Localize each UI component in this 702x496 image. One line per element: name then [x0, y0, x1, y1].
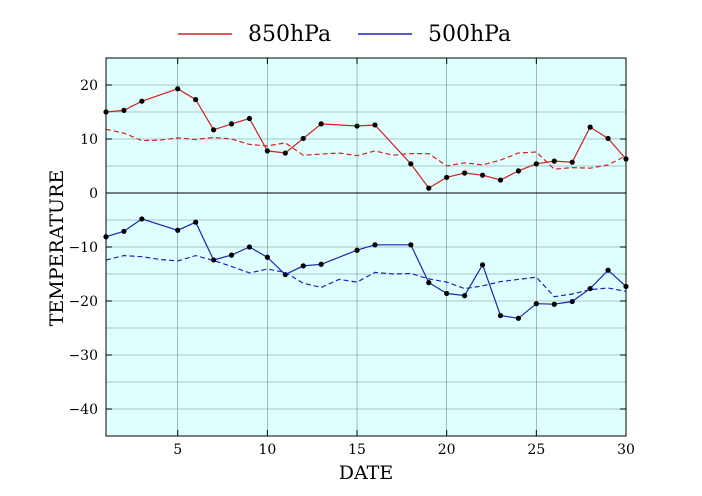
- data-point-850hpa: [444, 174, 450, 180]
- data-point-850hpa: [605, 135, 611, 142]
- data-point-850hpa: [497, 177, 504, 183]
- data-point-850hpa: [282, 150, 288, 156]
- data-point-850hpa: [300, 135, 306, 142]
- data-point-500hpa: [228, 252, 235, 258]
- data-point-850hpa: [264, 148, 270, 154]
- data-point-850hpa: [139, 98, 145, 104]
- legend-label-850hpa: 850hPa: [248, 22, 331, 47]
- data-point-850hpa: [569, 159, 575, 165]
- data-point-850hpa: [318, 121, 324, 127]
- data-point-500hpa: [121, 228, 127, 234]
- data-point-500hpa: [462, 293, 468, 299]
- x-tick-label: 25: [527, 442, 545, 458]
- x-tick-label: 20: [438, 442, 456, 458]
- grid-lines: [106, 58, 626, 436]
- y-tick-label: −20: [68, 294, 98, 310]
- data-point-500hpa: [569, 298, 575, 305]
- x-tick-label: 30: [617, 442, 635, 458]
- data-point-500hpa: [497, 312, 504, 319]
- data-point-500hpa: [479, 262, 486, 268]
- x-tick-label: 10: [258, 442, 276, 458]
- y-tick-label: 20: [80, 78, 98, 94]
- data-point-500hpa: [210, 257, 217, 263]
- data-point-500hpa: [175, 227, 181, 233]
- y-tick-label: −40: [68, 402, 98, 418]
- axis-ticks: [106, 58, 627, 436]
- data-point-850hpa: [121, 107, 127, 113]
- data-point-850hpa: [246, 115, 253, 122]
- data-point-500hpa: [318, 261, 324, 267]
- tick-labels: 5 10 15 20 25 30 20 10 0 −10 −20 −30 −40: [68, 78, 634, 458]
- data-point-500hpa: [139, 216, 145, 222]
- y-tick-label: −10: [68, 240, 98, 256]
- series-group: [103, 86, 629, 321]
- x-tick-label: 5: [173, 442, 182, 458]
- series-line-850hpa-normal: [105, 128, 627, 170]
- data-point-500hpa: [426, 280, 432, 286]
- data-point-850hpa: [228, 121, 235, 127]
- data-point-500hpa: [372, 242, 378, 248]
- data-point-500hpa: [300, 263, 306, 269]
- data-point-850hpa: [408, 161, 414, 167]
- data-point-500hpa: [533, 301, 539, 307]
- data-point-850hpa: [515, 168, 522, 174]
- data-point-850hpa: [193, 96, 199, 103]
- data-point-500hpa: [515, 315, 522, 321]
- data-point-500hpa: [444, 290, 450, 297]
- data-point-850hpa: [551, 158, 557, 164]
- series-line-500hpa-normal: [105, 254, 627, 298]
- data-point-500hpa: [605, 267, 611, 273]
- data-point-850hpa: [210, 127, 217, 133]
- data-point-850hpa: [354, 123, 360, 129]
- y-tick-label: 10: [80, 132, 98, 148]
- data-point-850hpa: [479, 172, 486, 178]
- legend: 850hPa 500hPa: [178, 22, 511, 47]
- y-tick-label: −30: [68, 348, 98, 364]
- legend-label-500hpa: 500hPa: [428, 22, 511, 47]
- data-point-500hpa: [193, 219, 199, 225]
- data-point-850hpa: [587, 124, 593, 130]
- data-point-850hpa: [462, 170, 468, 176]
- x-tick-label: 15: [348, 442, 366, 458]
- data-point-500hpa: [354, 247, 360, 253]
- data-point-850hpa: [426, 185, 432, 191]
- y-axis-title: TEMPERATURE: [46, 170, 68, 327]
- data-point-850hpa: [175, 86, 181, 92]
- data-point-500hpa: [408, 242, 414, 248]
- data-point-850hpa: [372, 122, 378, 128]
- x-axis-title: DATE: [339, 462, 393, 484]
- y-tick-label: 0: [89, 186, 98, 202]
- data-point-500hpa: [264, 254, 270, 260]
- data-point-500hpa: [551, 301, 557, 307]
- data-point-850hpa: [533, 161, 539, 167]
- data-point-500hpa: [246, 244, 253, 250]
